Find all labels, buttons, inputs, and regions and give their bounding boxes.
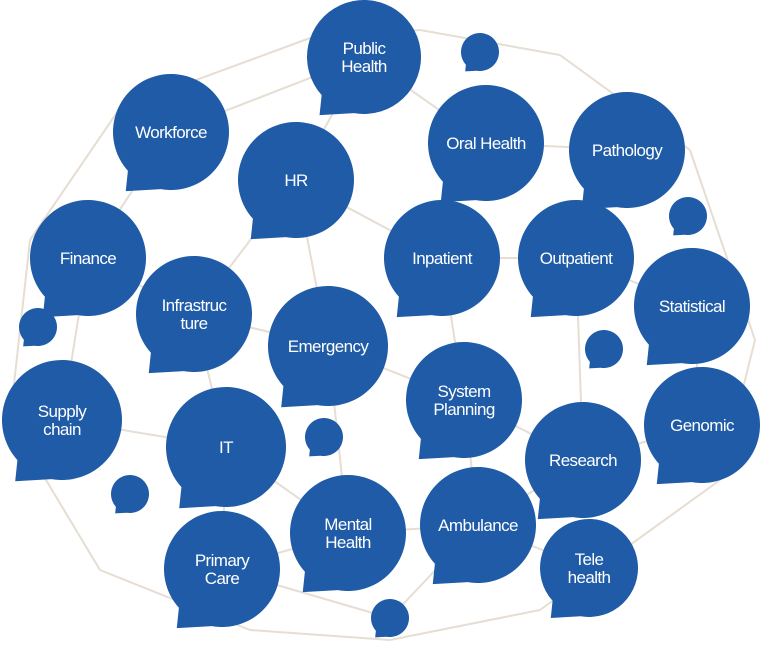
bubble-label: Workforce: [135, 123, 207, 142]
bubble-label: Ambulance: [438, 516, 518, 535]
bubble-shape: [568, 92, 685, 210]
edge-line: [249, 629, 391, 641]
bubble-label: Tele: [575, 550, 604, 569]
small-bubble: [461, 33, 500, 72]
bubble-label: Planning: [433, 400, 495, 419]
bubble-shape: [406, 341, 522, 460]
bubble-shape: [307, 0, 422, 116]
bubble-shape: [290, 474, 407, 593]
small-bubble: [371, 599, 410, 638]
bubble-label: IT: [219, 438, 233, 457]
bubble-label: Statistical: [659, 297, 725, 316]
bubble-label: Finance: [60, 249, 116, 268]
bubble-shape: [539, 519, 638, 618]
small-bubble: [669, 197, 708, 236]
small-bubbles: [19, 33, 708, 638]
bubble-label: Public: [343, 39, 387, 58]
bubble-outpatient: Outpatient: [517, 199, 634, 318]
bubble-shape: [30, 199, 147, 318]
small-bubble: [305, 418, 344, 457]
bubble-label: Primary: [195, 551, 250, 570]
bubble-shape: [419, 466, 536, 585]
bubble-hr: HR: [238, 122, 354, 240]
bubble-shape: [517, 199, 634, 318]
bubble-research: Research: [524, 401, 641, 520]
bubble-label: HR: [284, 171, 308, 190]
bubble-ambulance: Ambulance: [419, 466, 536, 585]
bubble-label: Supply: [38, 402, 87, 421]
bubble-label: Health: [325, 533, 371, 552]
bubble-shape: [166, 387, 287, 509]
bubble-label: Emergency: [288, 337, 370, 356]
bubble-shape: [524, 401, 641, 520]
bubble-genomic: Genomic: [644, 367, 760, 485]
bubble-label: chain: [43, 420, 81, 439]
small-bubble: [19, 308, 58, 347]
bubble-label: Health: [341, 57, 387, 76]
bubble-emergency: Emergency: [268, 286, 388, 408]
bubble-shape: [238, 122, 354, 240]
bubble-label: health: [568, 568, 611, 587]
bubble-shape: [113, 74, 229, 192]
bubble-label: Genomic: [670, 416, 735, 435]
bubble-label: ture: [181, 314, 208, 333]
small-bubble: [585, 329, 623, 369]
bubble-finance: Finance: [30, 199, 147, 318]
bubble-it: IT: [166, 387, 287, 509]
bubble-label: Oral Health: [446, 134, 526, 153]
bubble-statistical: Statistical: [633, 247, 750, 366]
bubble-label: Care: [205, 569, 240, 588]
bubble-shape: [135, 255, 252, 374]
bubble-shape: [164, 510, 281, 629]
edge-line: [389, 609, 541, 641]
bubble-shape: [633, 247, 750, 366]
bubble-inpatient: Inpatient: [384, 199, 501, 318]
small-bubble: [111, 474, 150, 514]
bubble-shape: [644, 367, 760, 485]
bubble-label: Inpatient: [412, 249, 473, 268]
bubble-oral-health: Oral Health: [428, 85, 544, 203]
bubble-workforce: Workforce: [113, 74, 229, 192]
bubble-label: Infrastruc: [162, 296, 228, 315]
bubble-label: Research: [549, 451, 617, 470]
bubble-shape: [428, 85, 544, 203]
bubble-pathology: Pathology: [568, 92, 685, 210]
bubble-shape: [268, 286, 388, 408]
bubble-shape: [384, 199, 501, 318]
bubble-label: Outpatient: [540, 249, 613, 268]
bubble-label: Mental: [324, 515, 371, 534]
bubble-shape: [2, 360, 123, 482]
edge-line: [29, 107, 121, 241]
bubble-label: Pathology: [592, 141, 663, 160]
bubble-label: System: [437, 382, 491, 401]
